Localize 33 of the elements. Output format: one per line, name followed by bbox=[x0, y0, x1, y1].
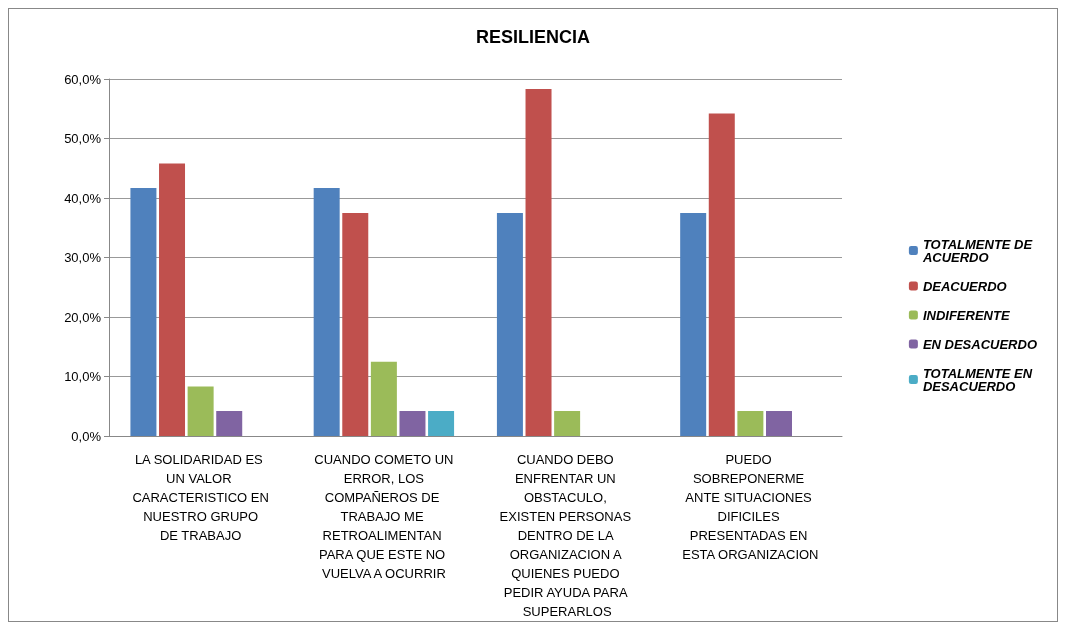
y-tick-label: 0,0% bbox=[71, 428, 102, 444]
bar bbox=[525, 89, 552, 436]
legend-label: TOTALMENTE EN DESACUERDO bbox=[922, 365, 1036, 394]
bar bbox=[159, 163, 186, 436]
chart-title: RESILIENCIA bbox=[475, 27, 591, 47]
bar bbox=[496, 212, 523, 436]
y-tick-label: 50,0% bbox=[64, 131, 102, 146]
bar bbox=[737, 411, 764, 436]
x-tick-label: CUANDO COMETO UN ERROR, LOS COMPAÑEROS DE TRABAJO ME RETROALIMENTAN PARA QUE ESTE NO VUELVA A OCURRIR bbox=[314, 452, 454, 581]
category-label: CUANDO DEBO ENFRENTAR UN OBSTACULO, EXISTEN PERSONAS DENTRO DE LA ORGANIZACION A QUIENES PUEDO PEDIR AYUDA PARA SUPERARLOS bbox=[499, 452, 632, 619]
bar bbox=[680, 212, 707, 436]
y-tick-label: 20,0% bbox=[64, 309, 102, 325]
x-tick-label: LA SOLIDARIDAD ES UN VALOR CARACTERISTICO EN NUESTRO GRUPO DE TRABAJO bbox=[132, 452, 269, 543]
y-tick-label: 40,0% bbox=[64, 190, 102, 206]
bar bbox=[342, 212, 369, 436]
bar bbox=[216, 411, 243, 436]
x-tick-label: PUEDO SOBREPONERME ANTE SITUACIONES DIFICILES PRESENTADAS EN ESTA ORGANIZACION bbox=[682, 452, 819, 562]
bar bbox=[313, 187, 340, 436]
bar bbox=[130, 187, 157, 436]
bar bbox=[370, 361, 397, 436]
y-tick-label: 10,0% bbox=[64, 369, 102, 384]
legend-label: EN DESACUERDO bbox=[922, 336, 1037, 352]
y-tick-label: 60,0% bbox=[64, 71, 102, 87]
legend-label: INDIFERENTE bbox=[922, 307, 1010, 323]
bar bbox=[399, 411, 426, 436]
bar bbox=[708, 113, 735, 436]
bar bbox=[428, 411, 455, 436]
bar bbox=[554, 411, 581, 436]
bar bbox=[765, 411, 792, 436]
legend-label: TOTALMENTE DE ACUERDO bbox=[921, 236, 1036, 265]
bar bbox=[187, 386, 214, 436]
legend-label: DEACUERDO bbox=[922, 278, 1007, 294]
y-tick-label: 30,0% bbox=[64, 250, 102, 265]
